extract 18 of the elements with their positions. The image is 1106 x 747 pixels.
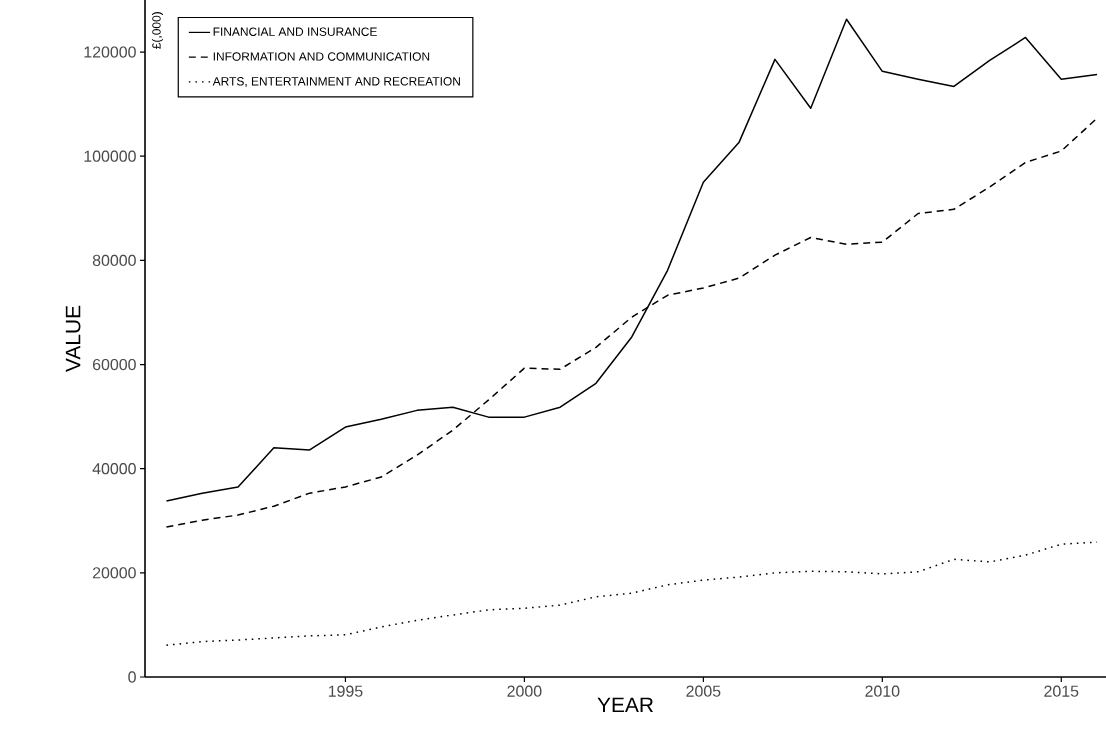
y-tick-label: 120000 bbox=[84, 46, 136, 58]
y-tick-label: 40000 bbox=[92, 463, 136, 475]
y-axis-title: VALUE bbox=[65, 305, 81, 372]
x-tick-label: 2010 bbox=[865, 685, 900, 697]
x-tick-label: 2000 bbox=[507, 685, 542, 697]
y-tick-label: 0 bbox=[128, 671, 136, 683]
x-tick-label: 1995 bbox=[328, 685, 363, 697]
y-tick-label: 20000 bbox=[92, 567, 136, 579]
x-tick-label: 2005 bbox=[686, 685, 721, 697]
x-axis-title: YEAR bbox=[597, 697, 654, 713]
legend-label: ARTS, ENTERTAINMENT AND RECREATION bbox=[212, 77, 460, 87]
legend-label: FINANCIAL AND INSURANCE bbox=[213, 27, 377, 36]
y-tick-label: 60000 bbox=[92, 358, 136, 371]
y-tick-label: 80000 bbox=[92, 254, 136, 267]
x-tick-label: 2015 bbox=[1044, 685, 1079, 697]
legend-label: INFORMATION AND COMMUNICATION bbox=[213, 52, 430, 61]
annotation: £(,000) bbox=[151, 12, 164, 49]
y-tick-label: 100000 bbox=[84, 150, 136, 162]
